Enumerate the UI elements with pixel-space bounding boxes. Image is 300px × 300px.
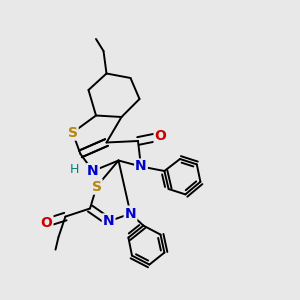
Text: N: N: [103, 214, 114, 228]
Text: O: O: [40, 216, 52, 230]
Text: O: O: [154, 130, 166, 143]
Text: H: H: [70, 163, 79, 176]
Text: N: N: [87, 164, 99, 178]
Text: N: N: [125, 207, 136, 220]
Text: N: N: [135, 160, 147, 173]
Text: S: S: [92, 180, 102, 194]
Text: S: S: [68, 126, 78, 140]
